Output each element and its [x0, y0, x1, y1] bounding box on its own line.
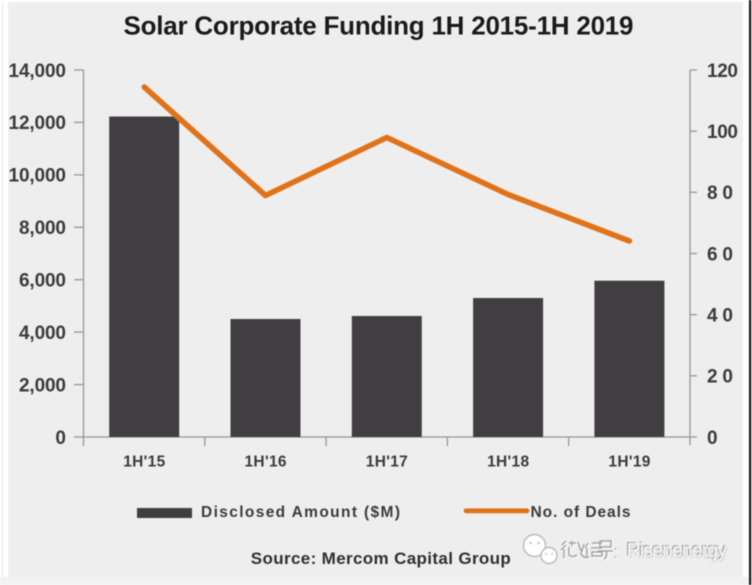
svg-text:120: 120 [707, 61, 738, 82]
svg-text:No. of Deals: No. of Deals [531, 504, 631, 521]
svg-text:Risenenergy: Risenenergy [626, 540, 727, 561]
svg-text:0: 0 [55, 428, 66, 449]
svg-text:Disclosed Amount ($M): Disclosed Amount ($M) [201, 504, 400, 521]
svg-text:2,000: 2,000 [19, 375, 66, 396]
svg-text:Source: Mercom Capital Group: Source: Mercom Capital Group [251, 549, 511, 568]
svg-text:1H'18: 1H'18 [487, 454, 529, 471]
svg-text:1H'16: 1H'16 [245, 454, 287, 471]
svg-text:12,000: 12,000 [9, 113, 67, 134]
svg-text:Risenenergy: Risenenergy [627, 541, 728, 562]
svg-text:Risenenergy: Risenenergy [628, 542, 729, 563]
svg-text:Solar Corporate Funding 1H 201: Solar Corporate Funding 1H 2015-1H 2019 [124, 11, 634, 41]
svg-text:0: 0 [707, 428, 718, 449]
svg-text:100: 100 [707, 122, 738, 143]
svg-text:1H'17: 1H'17 [366, 454, 408, 471]
svg-text:1H'15: 1H'15 [123, 454, 165, 471]
svg-text:4,000: 4,000 [19, 323, 66, 344]
svg-text:10,000: 10,000 [9, 166, 67, 187]
svg-text:14,000: 14,000 [9, 61, 67, 82]
svg-text:1H'19: 1H'19 [608, 454, 650, 471]
svg-text:6,000: 6,000 [19, 271, 66, 292]
svg-text:8,000: 8,000 [19, 218, 66, 239]
